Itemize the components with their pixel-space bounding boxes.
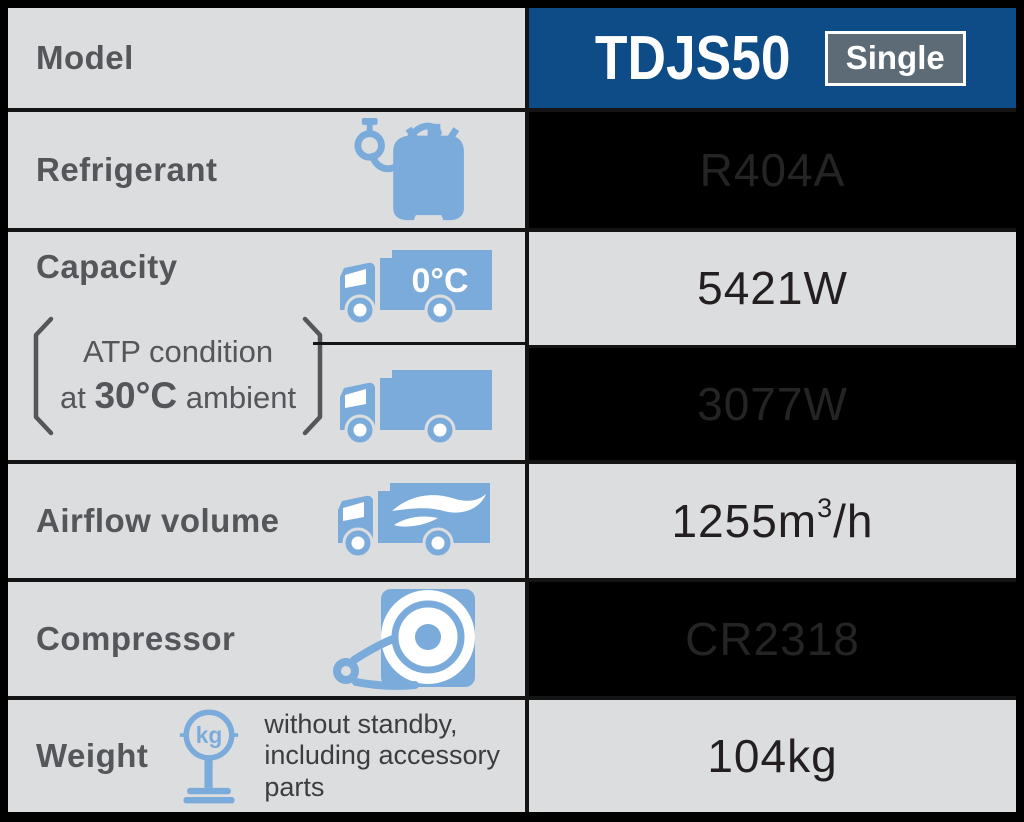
condition-line2: at 30°C ambient <box>60 375 297 417</box>
capacity-label-cell: Capacity ATP condition at 30°C ambient <box>8 232 525 460</box>
row-compressor: Compressor CR2318 <box>8 582 1016 696</box>
row-model: Model TDJS50 Single <box>8 8 1016 108</box>
row-weight: Weight kg without standby, including acc… <box>8 700 1016 812</box>
row-capacity: Capacity ATP condition at 30°C ambient <box>8 232 1016 460</box>
condition-line1: ATP condition <box>82 333 274 369</box>
weight-label: Weight <box>36 737 149 774</box>
refrigerated-truck-0c-icon: 0°C <box>340 250 492 326</box>
truck-airflow-icon <box>338 483 490 559</box>
airflow-value-superscript: 3 <box>817 492 834 523</box>
weight-label-cell: Weight kg without standby, including acc… <box>8 700 525 812</box>
compressor-label-cell: Compressor <box>8 582 525 696</box>
spec-table: Model TDJS50 Single Refrigerant <box>8 8 1016 812</box>
airflow-label-cell: Airflow volume <box>8 464 525 578</box>
condition-temperature: 30°C <box>94 375 178 417</box>
compressor-value: CR2318 <box>685 613 860 665</box>
model-label-cell: Model <box>8 8 525 108</box>
right-bracket-icon <box>302 316 323 436</box>
row-refrigerant: Refrigerant R404A <box>8 112 1016 228</box>
airflow-label: Airflow volume <box>36 502 280 539</box>
airflow-value-cell: 1255m3/h <box>529 464 1016 578</box>
capacity-values: 5421W 3077W <box>529 232 1016 460</box>
refrigerant-label: Refrigerant <box>36 151 218 188</box>
compressor-value-cell: CR2318 <box>529 582 1016 696</box>
capacity-condition-text: ATP condition at 30°C ambient <box>58 332 298 420</box>
capacity-value-cell-2: 3077W <box>529 347 1016 460</box>
model-name: TDJS50 <box>595 23 791 93</box>
refrigerant-label-cell: Refrigerant <box>8 112 525 228</box>
capacity-value-cell-1: 5421W <box>529 232 1016 345</box>
capacity-value-2: 3077W <box>697 377 848 430</box>
truck-temperature-label: 0°C <box>411 262 468 300</box>
capacity-condition: ATP condition at 30°C ambient <box>30 316 326 436</box>
scale-kg-label: kg <box>196 722 223 748</box>
left-bracket-icon <box>33 316 54 436</box>
refrigerant-bottle-icon <box>354 117 464 221</box>
model-label: Model <box>36 39 134 76</box>
refrigerant-value: R404A <box>699 144 846 196</box>
capacity-value-1: 5421W <box>697 262 848 315</box>
box-truck-icon <box>340 370 492 446</box>
capacity-label: Capacity <box>36 248 178 285</box>
weight-value-cell: 104kg <box>529 700 1016 812</box>
weight-value: 104kg <box>707 730 838 782</box>
capacity-divider-line <box>313 342 525 345</box>
weight-note: without standby, including accessory par… <box>264 709 501 802</box>
row-airflow: Airflow volume 1255m3/h <box>8 464 1016 578</box>
compressor-pulley-icon <box>333 589 475 690</box>
compressor-label: Compressor <box>36 620 236 657</box>
model-type-badge: Single <box>824 30 966 86</box>
model-value-cell: TDJS50 Single <box>529 8 1016 108</box>
refrigerant-value-cell: R404A <box>529 112 1016 228</box>
kg-scale-icon: kg <box>180 709 239 804</box>
airflow-value: 1255m3/h <box>671 492 874 547</box>
